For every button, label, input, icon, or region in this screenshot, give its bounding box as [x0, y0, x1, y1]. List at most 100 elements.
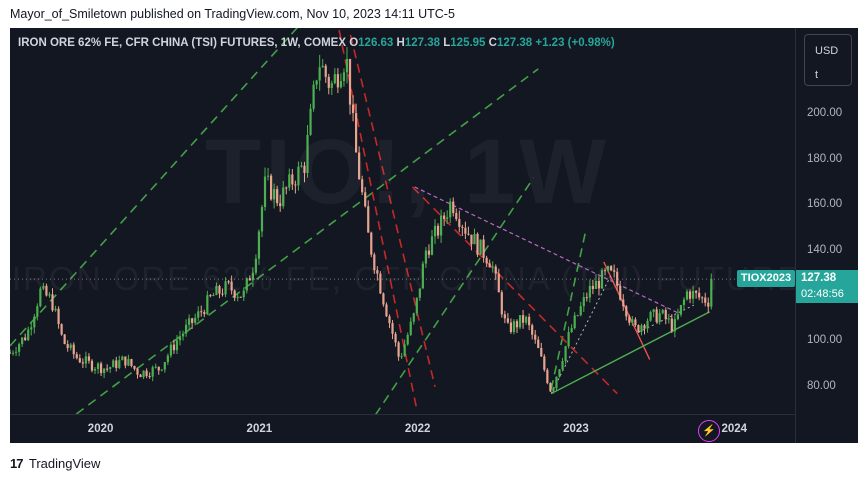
candle-body-90 — [282, 187, 285, 207]
candle-body-145 — [449, 201, 452, 218]
candle-body-229 — [704, 297, 707, 303]
brand-name: TradingView — [28, 456, 101, 471]
candle-body-134 — [415, 297, 418, 314]
candle-body-1 — [11, 352, 15, 354]
candle-body-15 — [54, 308, 57, 311]
candle-body-58 — [184, 324, 188, 334]
candle-body-75 — [236, 296, 239, 298]
candle-body-146 — [452, 201, 455, 214]
price-tick-label: 160.00 — [807, 198, 843, 211]
candle-body-220 — [676, 314, 680, 320]
price-axis[interactable]: 80.00100.00120.00140.00160.00180.00200.0… — [795, 28, 859, 443]
candle-body-190 — [585, 297, 588, 299]
candle-body-105 — [327, 76, 330, 88]
candle-body-65 — [206, 295, 209, 315]
time-tick-label: 2021 — [246, 423, 273, 435]
candle-body-28 — [93, 368, 97, 371]
candle-body-180 — [555, 376, 558, 389]
legend-high: 127.38 — [404, 37, 441, 49]
candle-body-131 — [406, 334, 409, 345]
candle-body-6 — [27, 329, 30, 341]
candle-body-115 — [358, 152, 361, 180]
trendline-7 — [414, 186, 681, 315]
candle-body-183 — [564, 346, 567, 362]
candle-body-66 — [209, 295, 212, 297]
candle-body-224 — [688, 291, 692, 299]
last-price: 127.38 — [801, 272, 837, 284]
candle-body-112 — [348, 58, 352, 105]
candle-body-129 — [400, 356, 403, 358]
candle-body-71 — [224, 281, 227, 295]
candle-body-225 — [691, 290, 695, 299]
candle-body-211 — [649, 311, 652, 321]
candle-body-68 — [215, 286, 218, 295]
candle-body-130 — [403, 344, 406, 357]
candle-body-40 — [130, 359, 133, 366]
candle-body-167 — [515, 321, 519, 328]
candle-body-39 — [127, 359, 130, 366]
candle-body-164 — [506, 318, 509, 323]
candle-body-98 — [306, 134, 309, 173]
candle-body-185 — [570, 328, 573, 333]
candle-body-26 — [87, 356, 91, 361]
candle-body-188 — [579, 306, 582, 316]
candle-body-192 — [591, 285, 594, 290]
candle-body-54 — [172, 344, 176, 351]
time-axis[interactable]: 2020 2021 2022 2023 2024 — [10, 414, 795, 444]
candle-body-193 — [594, 280, 598, 290]
candle-body-149 — [461, 226, 464, 228]
candle-body-153 — [473, 233, 476, 245]
price-tick-label: 200.00 — [807, 107, 843, 120]
candle-body-35 — [115, 360, 118, 368]
chart-frame: TIO!, 1W IRON ORE 62% FE, CFR CHINA (TSI… — [10, 28, 858, 443]
candle-body-82 — [257, 231, 261, 259]
candle-body-227 — [698, 292, 701, 298]
candle-body-85 — [266, 175, 270, 177]
candle-body-114 — [354, 113, 358, 153]
candle-body-102 — [318, 67, 321, 81]
candle-body-19 — [66, 344, 69, 349]
candle-body-119 — [370, 232, 373, 255]
candle-body-132 — [409, 321, 412, 335]
candle-body-177 — [546, 369, 549, 384]
candle-body-181 — [558, 369, 561, 377]
plot-area[interactable]: TIO!, 1W IRON ORE 62% FE, CFR CHINA (TSI… — [10, 28, 795, 414]
candle-body-44 — [142, 370, 145, 378]
symbol-badge: TIOX2023 — [737, 270, 795, 287]
candle-body-104 — [324, 65, 327, 77]
candle-body-42 — [136, 368, 139, 375]
currency-unit-button[interactable]: USD t — [804, 34, 852, 86]
candle-body-175 — [540, 347, 543, 357]
candle-body-11 — [42, 285, 45, 289]
candle-body-228 — [701, 297, 704, 299]
time-tick-label: 2023 — [563, 423, 589, 435]
candle-body-51 — [163, 362, 166, 370]
candle-body-62 — [197, 311, 200, 318]
candle-body-122 — [379, 273, 382, 294]
candle-body-156 — [482, 239, 485, 258]
candle-body-179 — [552, 388, 555, 392]
candle-body-111 — [345, 58, 349, 73]
price-tick-label: 80.00 — [807, 379, 836, 392]
candle-body-158 — [488, 263, 491, 268]
legend-close-label: C — [488, 37, 497, 49]
candle-body-154 — [476, 233, 479, 255]
candle-body-171 — [528, 316, 531, 326]
candle-body-4 — [21, 337, 24, 345]
candle-body-61 — [194, 317, 197, 323]
candle-body-166 — [512, 321, 516, 333]
candle-body-57 — [181, 333, 185, 337]
candle-body-29 — [96, 363, 100, 369]
candle-body-199 — [613, 270, 616, 272]
candle-body-214 — [658, 313, 661, 323]
candle-body-120 — [373, 254, 376, 271]
candle-body-170 — [525, 316, 528, 323]
flash-icon[interactable]: ⚡ — [698, 420, 720, 442]
trendline-2 — [375, 177, 535, 414]
candle-body-140 — [433, 225, 437, 237]
candle-body-32 — [106, 368, 109, 370]
candle-body-124 — [385, 304, 388, 317]
candle-body-9 — [36, 306, 39, 317]
candle-body-142 — [439, 215, 443, 236]
candle-body-81 — [254, 258, 258, 273]
